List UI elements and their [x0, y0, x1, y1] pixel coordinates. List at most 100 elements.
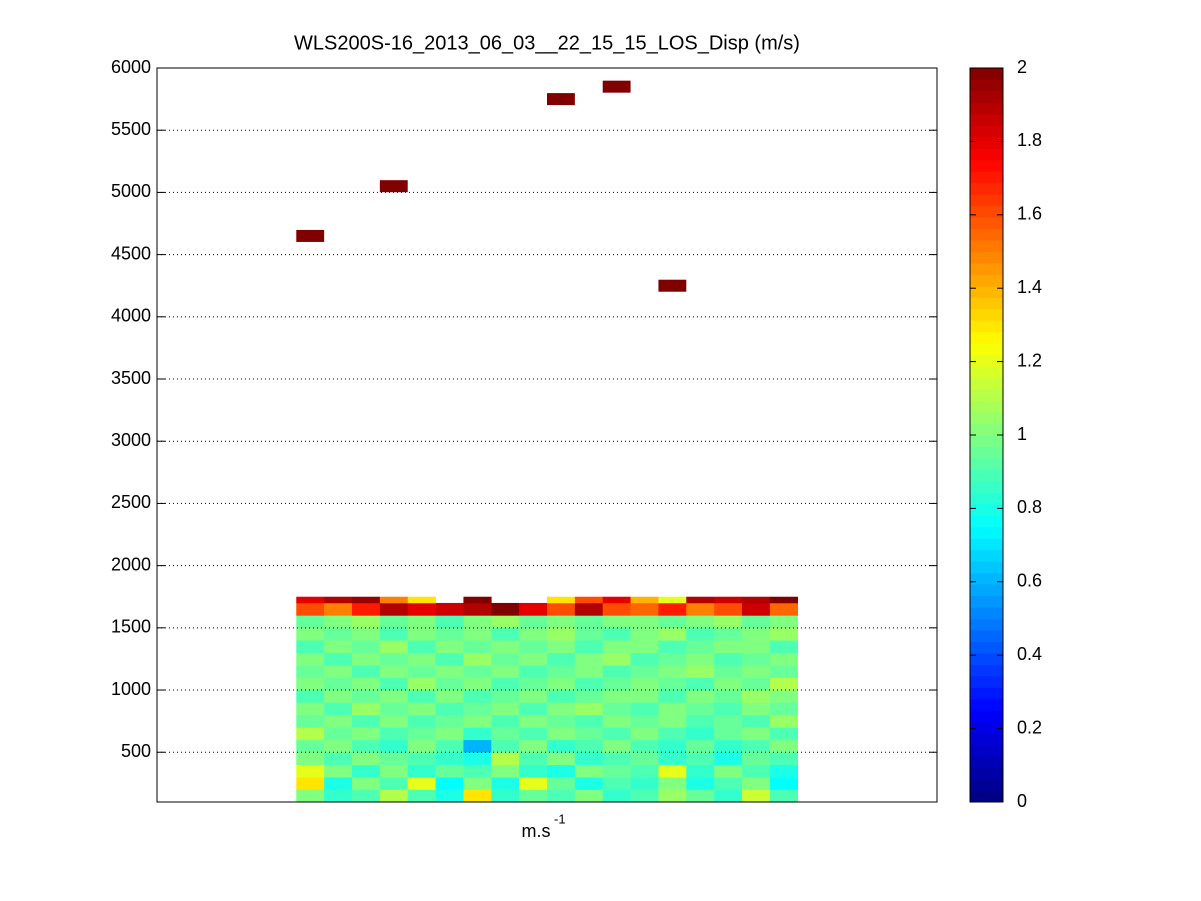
heatmap-cell	[742, 727, 771, 741]
colorbar-tick-label: 1.4	[1017, 277, 1042, 297]
heatmap-cell	[324, 615, 353, 629]
heatmap-cell	[463, 627, 492, 641]
heatmap-cell	[658, 602, 687, 616]
y-tick-label: 500	[121, 741, 151, 761]
colorbar-swatch	[970, 526, 1003, 539]
heatmap-cell	[324, 596, 353, 604]
colorbar-tick-label: 0.4	[1017, 644, 1042, 664]
heatmap-cell	[324, 739, 353, 753]
heatmap-cell	[379, 640, 409, 654]
colorbar-swatch	[970, 182, 1003, 195]
heatmap-cell	[630, 789, 659, 803]
heatmap-cell	[602, 652, 631, 666]
heatmap-cell	[352, 702, 381, 716]
colorbar-swatch	[970, 561, 1003, 574]
heatmap-cell	[686, 702, 715, 716]
heatmap-cell	[714, 602, 743, 616]
heatmap-cell	[324, 752, 353, 765]
colorbar-swatch	[970, 572, 1003, 585]
colorbar-swatch	[970, 125, 1003, 138]
heatmap-cell	[574, 739, 604, 753]
heatmap-cell	[547, 627, 576, 641]
heatmap-cell	[379, 652, 409, 666]
heatmap-cell	[602, 714, 631, 728]
heatmap-cell	[379, 714, 409, 728]
heatmap-cell	[491, 677, 520, 691]
heatmap-cell	[742, 602, 771, 616]
colorbar-swatch	[970, 641, 1003, 654]
heatmap-cell	[686, 752, 715, 765]
heatmap-cell	[296, 714, 325, 728]
y-tick-label: 3000	[111, 430, 151, 450]
heatmap-cell	[630, 652, 659, 666]
heatmap-cell	[769, 665, 799, 678]
colorbar-swatch	[970, 251, 1003, 264]
heatmap-cell	[296, 752, 325, 765]
heatmap-cell	[407, 727, 436, 741]
heatmap-cell	[658, 739, 687, 753]
heatmap-cell	[714, 627, 743, 641]
heatmap-cell	[602, 764, 631, 778]
heatmap-cell	[407, 714, 436, 728]
heatmap-cell	[296, 640, 325, 654]
heatmap-cell	[574, 596, 604, 604]
heatmap-cell	[435, 764, 464, 778]
heatmap-cell	[574, 702, 604, 716]
heatmap-cell	[407, 602, 436, 616]
heatmap-cell	[630, 602, 659, 616]
heatmap-cell	[630, 690, 659, 703]
heatmap-cell	[686, 627, 715, 641]
heatmap-cell	[435, 677, 464, 691]
heatmap-cell	[742, 627, 771, 641]
heatmap-cell	[714, 640, 743, 654]
heatmap-cell	[435, 739, 464, 753]
heatmap-cell	[574, 665, 604, 678]
heatmap-cell	[352, 677, 381, 691]
colorbar-swatch	[970, 629, 1003, 642]
heatmap-cell	[352, 690, 381, 703]
colorbar-swatch	[970, 446, 1003, 459]
heatmap-cell	[658, 777, 687, 790]
heatmap-cell	[742, 752, 771, 765]
heatmap-cell	[491, 602, 520, 616]
heatmap-cell	[519, 714, 548, 728]
colorbar-swatch	[970, 664, 1003, 677]
colorbar-swatch	[970, 389, 1003, 402]
heatmap-cell	[407, 596, 436, 604]
heatmap-cell	[324, 789, 353, 803]
colorbar-tick-label: 1.2	[1017, 350, 1042, 370]
colorbar-tick-label: 0.6	[1017, 571, 1042, 591]
heatmap-cell	[491, 615, 520, 629]
heatmap-cell	[463, 727, 492, 741]
heatmap-cell	[519, 727, 548, 741]
heatmap-cell	[658, 752, 687, 765]
heatmap-cell	[296, 690, 325, 703]
heatmap-cell	[686, 677, 715, 691]
y-tick-label: 3500	[111, 368, 151, 388]
heatmap-cell	[602, 739, 631, 753]
heatmap-cell	[352, 640, 381, 654]
heatmap-cell	[630, 752, 659, 765]
heatmap-cell	[379, 752, 409, 765]
heatmap-cell	[686, 789, 715, 803]
heatmap-cell	[686, 615, 715, 629]
colorbar-swatch	[970, 217, 1003, 230]
heatmap-cell	[714, 702, 743, 716]
heatmap-cell	[407, 702, 436, 716]
y-tick-label: 5000	[111, 181, 151, 201]
heatmap-cell	[658, 714, 687, 728]
heatmap-cell	[574, 789, 604, 803]
heatmap-cell	[686, 596, 715, 604]
heatmap-cell	[491, 665, 520, 678]
heatmap-cell	[324, 627, 353, 641]
heatmap-cell	[686, 739, 715, 753]
heatmap-cell	[435, 627, 464, 641]
colorbar-swatch	[970, 159, 1003, 172]
heatmap-cell	[519, 702, 548, 716]
heatmap-cell	[463, 752, 492, 765]
heatmap-cell	[324, 777, 353, 790]
heatmap-cell	[519, 615, 548, 629]
heatmap-cell	[352, 714, 381, 728]
heatmap-cell	[742, 702, 771, 716]
heatmap-cell	[574, 640, 604, 654]
